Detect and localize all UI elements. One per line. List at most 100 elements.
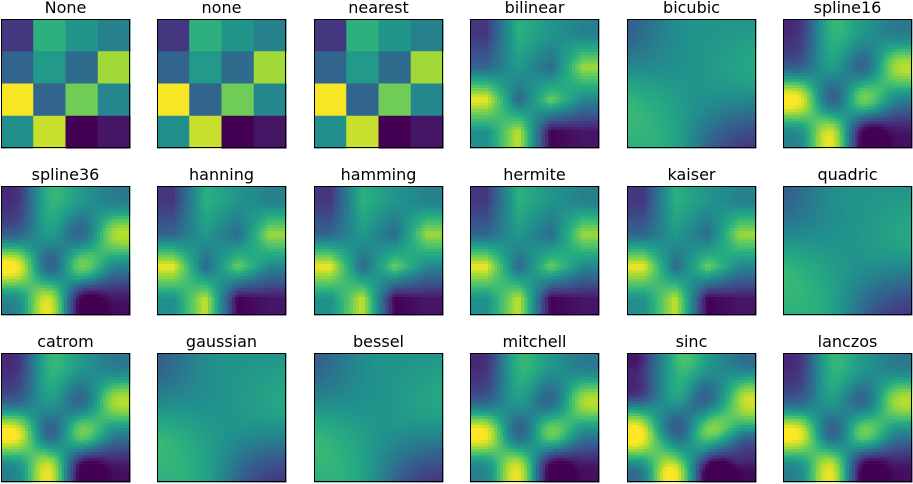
- heatmap-pixels: [876, 127, 880, 131]
- heatmap-pixels: [491, 94, 495, 98]
- heatmap-pixels: [109, 294, 113, 298]
- heatmap-pixels: [560, 118, 564, 122]
- heatmap-pixels: [10, 422, 14, 426]
- heatmap-pixels: [314, 246, 423, 274]
- heatmap-pixels: [398, 288, 402, 292]
- heatmap-pixels: [428, 273, 444, 277]
- heatmap-pixels: [497, 410, 573, 429]
- heatmap-pixels: [43, 464, 47, 468]
- heatmap-pixels: [244, 458, 287, 483]
- heatmap-pixels: [678, 291, 682, 295]
- heatmap-pixels: [43, 201, 113, 271]
- heatmap-pixels: [82, 434, 86, 438]
- heatmap-pixels: [184, 249, 266, 280]
- heatmap-pixels: [241, 288, 245, 292]
- heatmap-pixels: [419, 464, 444, 474]
- heatmap-pixels: [112, 443, 116, 447]
- heatmap-pixels: [392, 288, 444, 295]
- heatmap-pixels: [428, 297, 444, 301]
- heatmap-pixels: [648, 428, 652, 432]
- heatmap-pixels: [34, 306, 38, 310]
- heatmap-pixels: [810, 127, 844, 134]
- heatmap-image: [627, 19, 757, 149]
- heatmap-pixels: [696, 186, 700, 202]
- heatmap-pixels: [181, 294, 185, 298]
- heatmap-pixels: [545, 133, 549, 149]
- heatmap-pixels: [329, 446, 333, 468]
- heatmap-pixels: [491, 261, 495, 265]
- panel-mitchell-15: mitchell: [470, 332, 600, 483]
- heatmap-image: [1, 19, 131, 149]
- heatmap-pixels: [666, 300, 670, 316]
- heatmap-pixels: [584, 237, 600, 241]
- heatmap-pixels: [506, 464, 510, 468]
- heatmap-pixels: [798, 100, 802, 104]
- heatmap-pixels: [654, 264, 664, 298]
- heatmap-pixels: [199, 291, 203, 295]
- heatmap-pixels: [804, 25, 808, 29]
- heatmap-pixels: [344, 261, 363, 286]
- heatmap-pixels: [211, 186, 242, 232]
- heatmap-pixels: [798, 356, 802, 360]
- heatmap-pixels: [657, 297, 661, 316]
- heatmap-pixels: [479, 425, 483, 429]
- heatmap-pixels: [717, 285, 721, 289]
- heatmap-pixels: [172, 279, 176, 283]
- heatmap-pixels: [25, 204, 29, 208]
- heatmap-pixels: [524, 368, 528, 372]
- heatmap-pixels: [783, 273, 802, 301]
- heatmap-pixels: [642, 204, 646, 208]
- heatmap-pixels: [891, 52, 913, 59]
- heatmap-pixels: [627, 186, 643, 202]
- heatmap-pixels: [630, 356, 634, 363]
- heatmap-pixels: [554, 130, 558, 134]
- heatmap-pixels: [636, 419, 640, 423]
- heatmap-pixels: [160, 359, 179, 384]
- heatmap-pixels: [341, 249, 423, 280]
- heatmap-pixels: [350, 279, 354, 283]
- heatmap-pixels: [885, 124, 889, 128]
- heatmap-pixels: [798, 34, 802, 38]
- heatmap-pixels: [416, 470, 426, 477]
- heatmap-pixels: [786, 192, 805, 217]
- heatmap-pixels: [654, 422, 661, 435]
- heatmap-pixels: [741, 234, 757, 238]
- panel-spline36-6: spline36: [1, 165, 131, 316]
- heatmap-pixels: [545, 94, 549, 98]
- heatmap-pixels: [545, 452, 549, 456]
- heatmap-pixels: [729, 294, 733, 298]
- heatmap-pixels: [747, 458, 754, 462]
- heatmap-pixels: [190, 213, 266, 277]
- heatmap-pixels: [708, 425, 712, 429]
- heatmap-pixels: [431, 467, 435, 471]
- heatmap-pixels: [76, 368, 80, 372]
- heatmap-pixels: [732, 416, 736, 420]
- heatmap-pixels: [642, 449, 646, 453]
- heatmap-pixels: [630, 395, 634, 399]
- heatmap-pixels: [4, 383, 20, 393]
- heatmap-pixels: [4, 207, 17, 217]
- heatmap-pixels: [491, 52, 495, 56]
- heatmap-pixels: [205, 294, 209, 298]
- heatmap-pixels: [654, 22, 757, 140]
- heatmap-pixels: [747, 407, 751, 411]
- heatmap-pixels: [584, 234, 600, 238]
- heatmap-pixels: [798, 365, 802, 369]
- heatmap-pixels: [4, 377, 116, 462]
- heatmap-pixels: [4, 252, 8, 256]
- heatmap-pixels: [389, 264, 393, 268]
- heatmap-pixels: [16, 189, 20, 193]
- heatmap-pixels: [34, 476, 38, 480]
- heatmap-pixels: [106, 407, 110, 411]
- heatmap-pixels: [566, 294, 570, 298]
- heatmap-pixels: [744, 455, 748, 459]
- heatmap-pixels: [894, 294, 898, 298]
- heatmap-pixels: [314, 431, 342, 483]
- heatmap-pixels: [488, 428, 492, 432]
- heatmap-cell: [157, 19, 190, 52]
- heatmap-pixels: [684, 362, 688, 366]
- heatmap-pixels: [410, 297, 414, 301]
- heatmap-pixels: [578, 419, 582, 423]
- heatmap-pixels: [479, 422, 483, 426]
- heatmap-pixels: [244, 297, 248, 301]
